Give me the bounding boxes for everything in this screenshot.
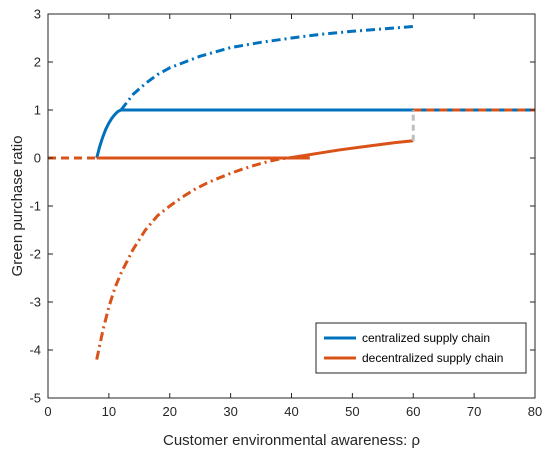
- legend-entry-2: decentralized supply chain: [362, 351, 503, 365]
- series-2-segment-3: [95, 156, 289, 360]
- series-2-segment-4: [288, 139, 414, 160]
- x-tick-label: 60: [406, 404, 420, 419]
- series-1-segment-4: [119, 25, 414, 111]
- x-tick-label: 20: [163, 404, 177, 419]
- y-tick-label: 1: [34, 103, 41, 118]
- y-tick-label: -3: [29, 295, 41, 310]
- y-tick-label: 0: [34, 151, 41, 166]
- x-axis-label: Customer environmental awareness: ρ: [163, 432, 420, 449]
- series-2: [48, 108, 535, 360]
- x-tick-label: 40: [284, 404, 298, 419]
- series-layer: [48, 25, 535, 360]
- legend: centralized supply chain decentralized su…: [315, 322, 527, 374]
- y-axis-label: Green purchase ratio: [9, 136, 26, 277]
- x-tick-label: 50: [345, 404, 359, 419]
- legend-box: [315, 322, 527, 374]
- x-tick-label: 70: [467, 404, 481, 419]
- y-tick-label: -2: [29, 247, 41, 262]
- y-tick-label: -1: [29, 199, 41, 214]
- x-tick-label: 80: [528, 404, 542, 419]
- y-tick-label: 3: [34, 7, 41, 22]
- x-tick-label: 30: [223, 404, 237, 419]
- x-tick-label: 0: [44, 404, 51, 419]
- x-tick-label: 10: [102, 404, 116, 419]
- y-tick-label: -5: [29, 391, 41, 406]
- y-tick-label: -4: [29, 343, 41, 358]
- series-1-segment-2: [95, 108, 122, 159]
- legend-entry-1: centralized supply chain: [362, 331, 490, 345]
- y-tick-label: 2: [34, 55, 41, 70]
- series-1: [48, 25, 535, 160]
